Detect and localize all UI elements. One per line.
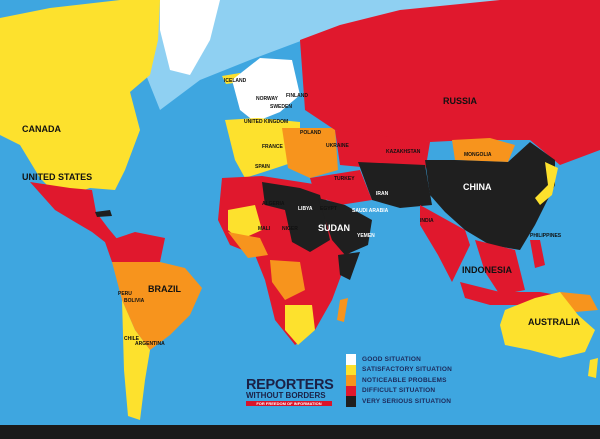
logo-line1: REPORTERS <box>246 377 334 393</box>
region-madagascar <box>337 298 348 322</box>
label-united-kingdom: UNITED KINGDOM <box>244 119 288 125</box>
region-philippines <box>530 240 545 268</box>
label-poland: POLAND <box>300 130 322 136</box>
region-caribbean <box>95 210 112 217</box>
map-legend: GOOD SITUATION SATISFACTORY SITUATION NO… <box>346 354 452 407</box>
region-southeast-asia <box>475 240 525 295</box>
region-china <box>425 142 555 250</box>
label-indonesia: INDONESIA <box>462 265 513 275</box>
region-australia <box>500 292 595 358</box>
logo-tagline: FOR FREEDOM OF INFORMATION <box>246 401 332 406</box>
legend-label: GOOD SITUATION <box>362 355 422 363</box>
label-argentina: ARGENTINA <box>135 341 165 347</box>
label-india: INDIA <box>420 218 434 224</box>
label-mali: MALI <box>258 226 271 232</box>
legend-label: NOTICEABLE PROBLEMS <box>362 376 447 384</box>
label-niger: NIGER <box>282 226 298 232</box>
region-eastern-europe <box>282 128 338 178</box>
region-india <box>420 205 470 282</box>
label-turkey: TURKEY <box>334 176 355 182</box>
label-spain: SPAIN <box>255 164 270 170</box>
label-finland: FINLAND <box>286 93 308 99</box>
region-horn-of-africa <box>338 252 360 280</box>
label-sweden: SWEDEN <box>270 104 292 110</box>
label-philippines: PHILIPPINES <box>530 233 562 239</box>
label-iceland: ICELAND <box>224 78 247 84</box>
legend-label: VERY SERIOUS SITUATION <box>362 397 452 405</box>
region-papua <box>560 292 598 312</box>
region-north-america <box>0 0 160 198</box>
region-libya-sudan <box>262 182 330 252</box>
label-iran: IRAN <box>376 191 389 197</box>
region-mongolia <box>452 138 515 162</box>
label-united-states: UNITED STATES <box>22 172 92 182</box>
region-northern-south-america <box>105 232 165 268</box>
label-bolivia: BOLIVIA <box>124 298 145 304</box>
region-japan <box>535 162 558 205</box>
region-brazil <box>112 262 202 350</box>
region-russia <box>300 0 600 165</box>
label-norway: NORWAY <box>256 96 279 102</box>
legend-swatch-satisfactory <box>346 364 356 375</box>
region-arabian-peninsula <box>318 198 372 255</box>
region-west-africa <box>228 205 262 240</box>
region-greenland <box>160 0 220 75</box>
region-scandinavia <box>232 58 300 122</box>
label-canada: CANADA <box>22 124 61 134</box>
logo-line2: WITHOUT BORDERS <box>246 391 326 400</box>
region-turkey-middle-east <box>310 170 372 205</box>
label-kazakhstan: KAZAKHSTAN <box>386 149 421 155</box>
label-sudan: SUDAN <box>318 223 350 233</box>
region-central-africa <box>270 260 305 300</box>
region-kazakhstan <box>335 130 430 172</box>
label-saudi-arabia: SAUDI ARABIA <box>352 208 389 214</box>
legend-swatch-good <box>346 354 356 365</box>
bottom-bar <box>0 425 600 439</box>
region-southern-cone <box>122 300 150 420</box>
legend-item-very-serious: VERY SERIOUS SITUATION <box>346 396 452 407</box>
region-mexico-central-america <box>30 182 118 246</box>
label-mongolia: MONGOLIA <box>464 152 492 158</box>
label-libya: LIBYA <box>298 206 313 212</box>
legend-item-difficult: DIFFICULT SITUATION <box>346 385 452 396</box>
region-west-coast-africa <box>228 232 268 258</box>
legend-item-noticeable: NOTICEABLE PROBLEMS <box>346 375 452 386</box>
label-australia: AUSTRALIA <box>528 317 580 327</box>
legend-item-satisfactory: SATISFACTORY SITUATION <box>346 364 452 375</box>
label-france: FRANCE <box>262 144 283 150</box>
region-new-zealand <box>588 358 598 378</box>
legend-swatch-very-serious <box>346 396 356 407</box>
label-china: CHINA <box>463 182 492 192</box>
region-southern-africa <box>285 305 315 345</box>
region-western-europe <box>225 118 300 178</box>
label-peru: PERU <box>118 291 132 297</box>
label-chile: CHILE <box>124 336 140 342</box>
label-russia: RUSSIA <box>443 96 478 106</box>
legend-swatch-difficult <box>346 385 356 396</box>
label-egypt: EGYPT <box>320 206 337 212</box>
legend-label: SATISFACTORY SITUATION <box>362 366 452 374</box>
label-brazil: BRAZIL <box>148 284 181 294</box>
label-yemen: YEMEN <box>357 233 375 239</box>
region-iran-central-asia <box>358 162 432 208</box>
label-algeria: ALGERIA <box>262 201 285 207</box>
label-ukraine: UKRAINE <box>326 143 349 149</box>
rsf-logo: REPORTERS WITHOUT BORDERS FOR FREEDOM OF… <box>246 377 334 406</box>
legend-swatch-noticeable <box>346 375 356 386</box>
legend-label: DIFFICULT SITUATION <box>362 387 436 395</box>
legend-item-good: GOOD SITUATION <box>346 354 452 365</box>
